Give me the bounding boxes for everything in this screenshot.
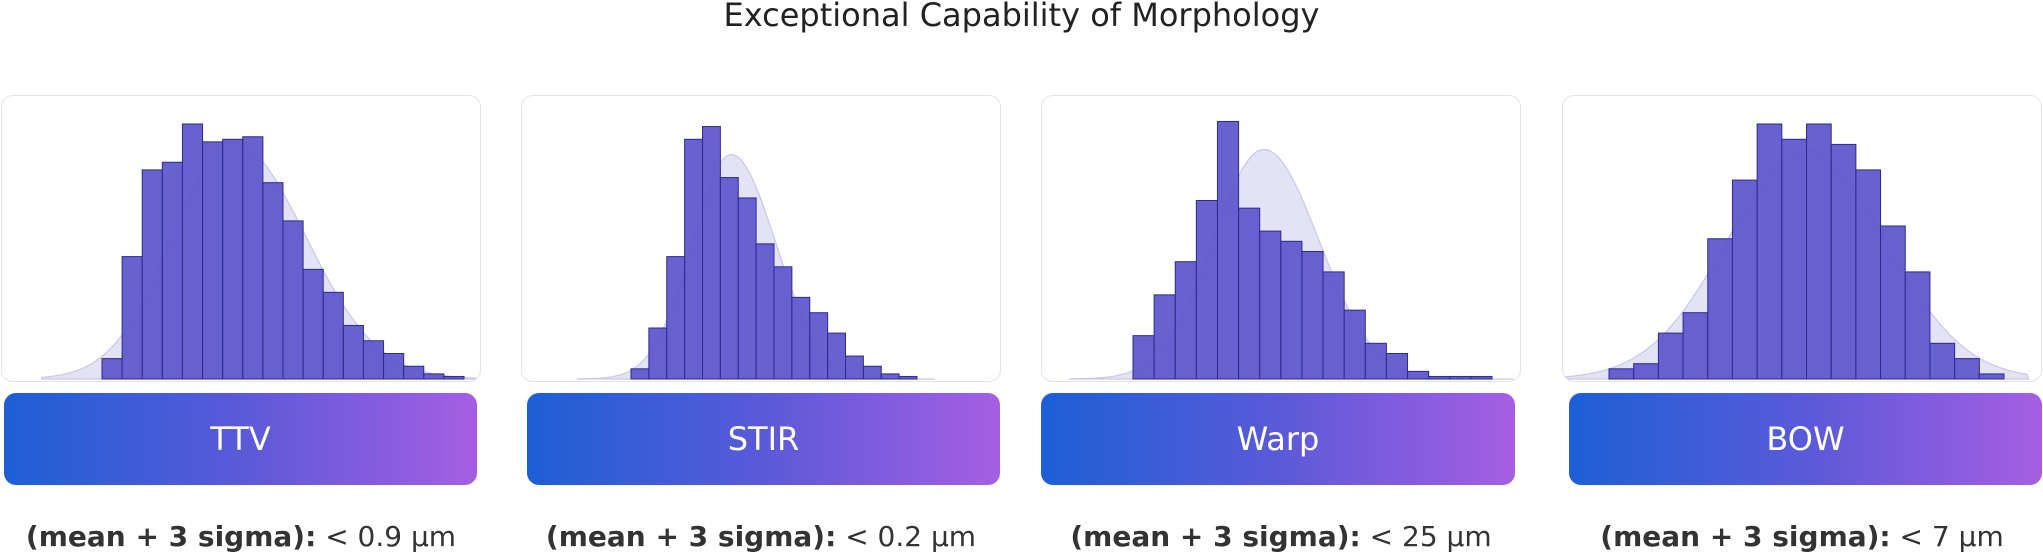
histogram-bar [1756,123,1783,380]
histogram-bar [242,136,264,380]
histogram-bar [362,340,385,380]
histogram-bar [1904,271,1931,380]
histogram-bar [1707,238,1733,380]
histogram-bar [1428,375,1451,380]
histogram-bar [1216,120,1240,380]
histogram-bar [737,197,757,380]
metric-caption: (mean + 3 sigma): < 25 µm [1041,517,1521,557]
histogram-bar [423,373,445,380]
histogram-bar [1781,138,1807,380]
histogram-bar [648,327,668,380]
histogram-bar [383,353,405,380]
histogram-bar [262,182,284,380]
histogram-bar [1929,342,1956,380]
histogram-chart [1562,95,2042,382]
histogram-bar [222,138,244,380]
histogram-bar [845,355,864,380]
histogram-bar [702,126,721,380]
histogram-bar [1449,375,1472,380]
histogram-bar [1132,335,1155,380]
histogram-bar [322,291,344,380]
histogram-svg [576,126,935,380]
histogram-bar [630,368,650,380]
histogram-bar [101,358,123,380]
metric-caption: (mean + 3 sigma): < 0.9 µm [1,517,481,557]
histogram-bar [1195,200,1218,380]
histogram-chart [521,95,1001,382]
ttv-label-button[interactable]: TTV [4,393,477,485]
histogram-bar [443,375,465,380]
histogram-bar [181,123,204,380]
histogram-bar [1470,375,1493,380]
metric-prefix: (mean + 3 sigma): [25,520,317,553]
histogram-bar [1633,363,1659,380]
histogram-bar [791,296,811,380]
stir-label-button[interactable]: STIR [527,393,1000,485]
histogram-bar [1830,143,1857,380]
histogram-bar [202,141,224,380]
histogram-bar [403,365,425,380]
metric-value: < 0.9 µm [325,520,457,553]
histogram-bar [719,177,739,380]
histogram-bar [1855,169,1882,380]
histogram-bar [1343,309,1366,380]
histogram-bar [1880,225,1906,380]
histogram-chart [1,95,481,382]
histogram-bar [1153,294,1176,380]
histogram-bar [1731,179,1758,380]
histogram-bar [1806,123,1832,380]
metric-prefix: (mean + 3 sigma): [1070,520,1361,553]
page-title: Exceptional Capability of Morphology [723,0,1320,34]
metric-value: < 25 µm [1369,520,1492,553]
histogram-svg [1068,120,1514,380]
metric-caption: (mean + 3 sigma): < 0.2 µm [521,517,1001,557]
histogram-bar [1682,312,1709,380]
histogram-bar [1174,261,1197,380]
histogram-bar [302,268,324,380]
histogram-bar [1657,332,1684,380]
histogram-bar [1322,271,1345,380]
histogram-bar [342,324,364,380]
metric-prefix: (mean + 3 sigma): [1600,520,1891,553]
histogram-bar [862,365,882,380]
metric-value: < 7 µm [1899,520,2004,553]
histogram-bar [1238,207,1261,380]
histogram-bar [161,161,183,380]
histogram-bar [684,138,704,380]
metric-prefix: (mean + 3 sigma): [545,520,837,553]
histogram-bar [1978,373,2005,380]
histogram-bar [666,256,686,380]
histogram-bar [1954,358,1980,380]
histogram-bar [1385,353,1409,380]
histogram-bar [282,220,304,380]
histogram-bar [121,256,143,380]
warp-label-button[interactable]: Warp [1041,393,1515,485]
metric-caption: (mean + 3 sigma): < 7 µm [1562,517,2042,557]
histogram-svg [1563,123,2030,380]
histogram-bar [1301,251,1324,380]
histogram-bar [1280,240,1303,380]
histogram-bar [773,266,793,380]
histogram-svg [41,123,480,380]
histogram-bar [898,375,918,380]
histogram-bar [1608,368,1635,380]
histogram-chart [1041,95,1521,382]
histogram-bar [755,243,775,380]
histogram-bar [141,169,163,380]
histogram-bar [809,312,829,380]
metric-value: < 0.2 µm [845,520,977,553]
histogram-bar [1364,342,1387,380]
bow-label-button[interactable]: BOW [1569,393,2042,485]
histogram-bar [880,373,900,380]
histogram-bar [1259,230,1282,380]
histogram-bar [827,332,847,380]
histogram-bar [1407,370,1430,380]
